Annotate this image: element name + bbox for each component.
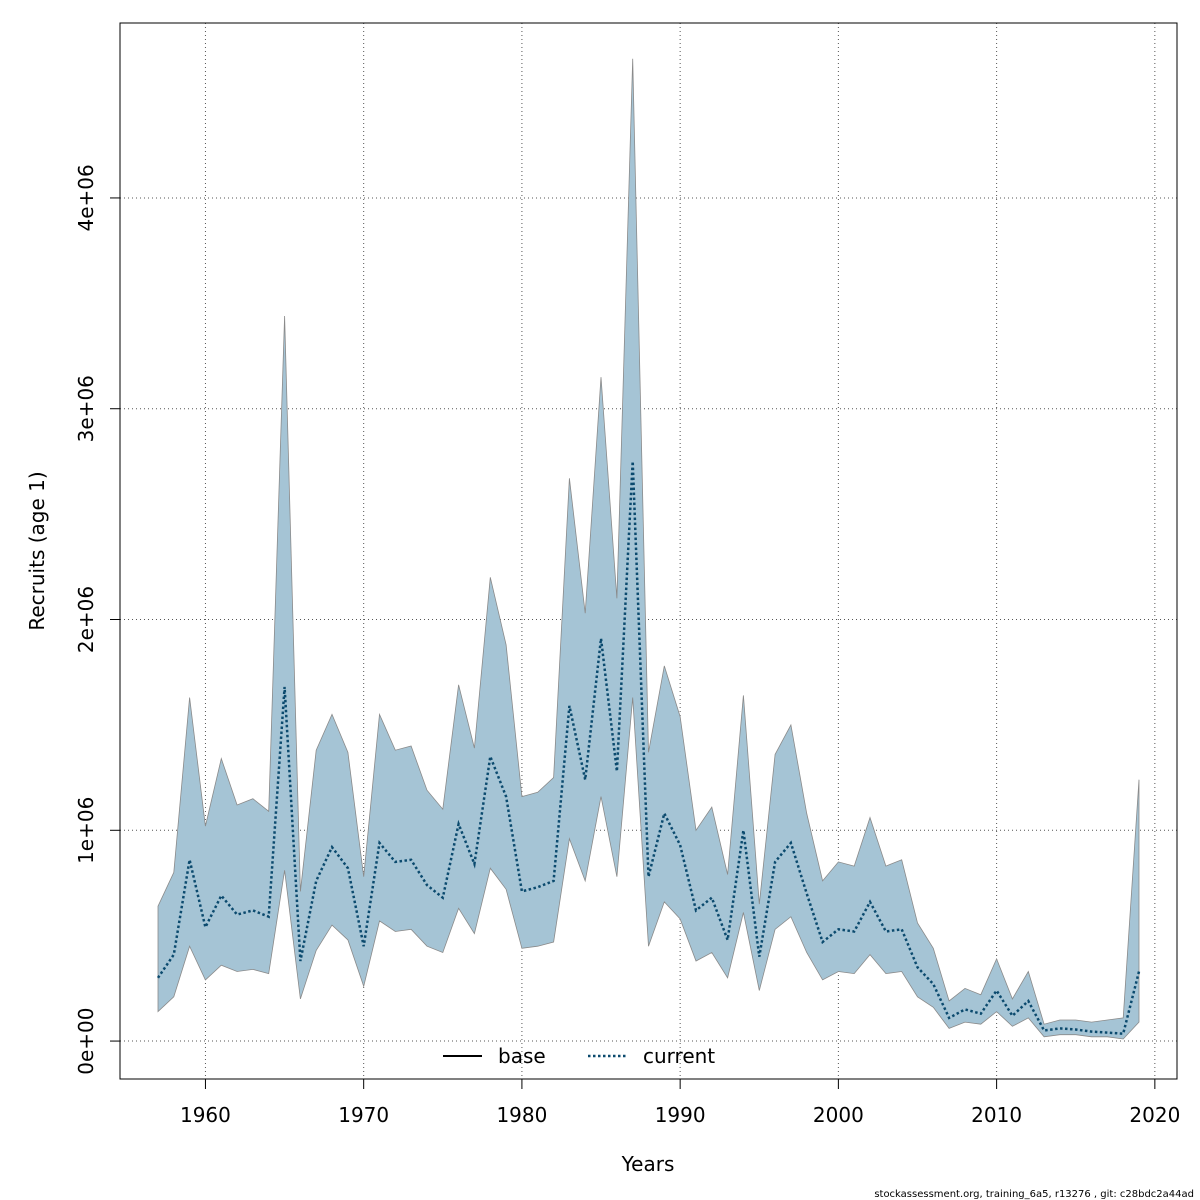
y-tick-label: 0e+00: [74, 1007, 98, 1074]
legend-current-label: current: [643, 1044, 715, 1068]
x-tick-label: 2020: [1129, 1103, 1180, 1127]
y-tick-label: 3e+06: [74, 375, 98, 442]
x-tick-label: 1970: [338, 1103, 389, 1127]
x-tick-label: 2010: [971, 1103, 1022, 1127]
x-axis: 1960 1970 1980 1990 2000 2010 2020: [180, 1078, 1180, 1127]
y-tick-label: 4e+06: [74, 164, 98, 231]
x-tick-label: 2000: [813, 1103, 864, 1127]
legend-base-label: base: [498, 1044, 546, 1068]
current-series-line: [156, 461, 1141, 1036]
footer-credit: stockassessment.org, training_6a5, r1327…: [874, 1189, 1194, 1200]
x-tick-label: 1960: [180, 1103, 231, 1127]
x-tick-label: 1980: [496, 1103, 547, 1127]
y-axis-title: Recruits (age 1): [25, 471, 49, 630]
y-tick-label: 1e+06: [74, 797, 98, 864]
x-axis-title: Years: [621, 1152, 675, 1176]
y-axis: 0e+00 1e+06 2e+06 3e+06 4e+06: [74, 164, 120, 1075]
confidence-band: [157, 58, 1140, 1040]
y-tick-label: 2e+06: [74, 586, 98, 653]
x-tick-label: 1990: [655, 1103, 706, 1127]
legend: base current: [443, 1044, 715, 1068]
